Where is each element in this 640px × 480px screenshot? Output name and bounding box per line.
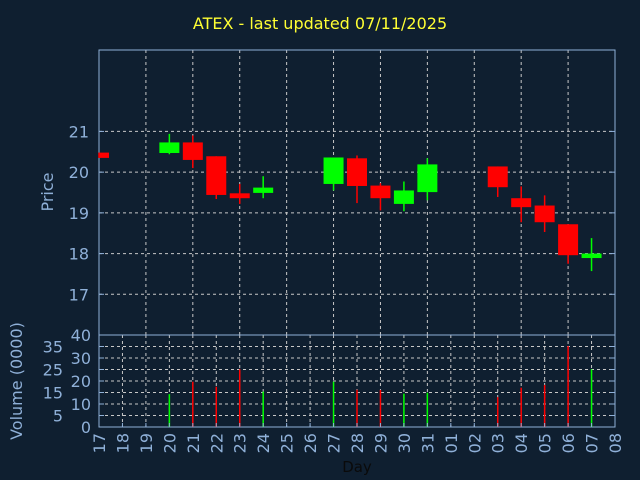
candle-body-07 xyxy=(581,253,602,259)
x-tick-label: 28 xyxy=(348,433,367,453)
x-tick-label: 02 xyxy=(465,433,484,453)
candle-body-28 xyxy=(347,158,367,186)
x-tick-label: 17 xyxy=(90,433,109,453)
volume-tick-label: 10 xyxy=(71,395,91,414)
candle-body-30 xyxy=(393,190,414,204)
x-tick-label: 04 xyxy=(512,433,531,453)
x-axis-label: Day xyxy=(342,458,372,476)
x-tick-label: 18 xyxy=(113,433,132,453)
x-tick-label: 24 xyxy=(254,433,273,453)
price-axis-label: Price xyxy=(38,172,57,211)
x-tick-label: 31 xyxy=(418,433,437,453)
candle-body-21 xyxy=(182,142,203,160)
x-tick-label: 01 xyxy=(442,433,461,453)
x-tick-label: 07 xyxy=(583,433,602,453)
volume-tick-label: 15 xyxy=(43,384,63,403)
candle-body-29 xyxy=(370,185,391,199)
x-tick-label: 05 xyxy=(536,433,555,453)
volume-tick-label: 5 xyxy=(53,407,63,426)
candle-body-24 xyxy=(253,187,274,193)
price-tick-label: 19 xyxy=(69,204,89,223)
x-tick-label: 29 xyxy=(371,433,390,453)
candle-body-31 xyxy=(417,164,438,193)
price-tick-label: 20 xyxy=(69,163,89,182)
x-tick-label: 26 xyxy=(301,433,320,453)
candle-body-05 xyxy=(534,205,555,223)
price-tick-label: 17 xyxy=(69,285,89,304)
x-tick-label: 19 xyxy=(137,433,156,453)
x-tick-label: 30 xyxy=(395,433,414,453)
price-tick-label: 18 xyxy=(69,245,89,264)
x-tick-label: 27 xyxy=(325,433,344,453)
x-tick-label: 08 xyxy=(606,433,625,453)
candle-body-06 xyxy=(558,224,579,256)
chart-title: ATEX - last updated 07/11/2025 xyxy=(192,14,448,33)
x-tick-label: 03 xyxy=(489,433,508,453)
candle-body-22 xyxy=(206,156,227,195)
x-tick-label: 23 xyxy=(231,433,250,453)
x-tick-label: 22 xyxy=(207,433,226,453)
candle-body-03 xyxy=(487,166,508,188)
volume-tick-label: 25 xyxy=(43,361,63,380)
volume-tick-label: 35 xyxy=(43,338,63,357)
x-tick-label: 21 xyxy=(184,433,203,453)
candle-body-17 xyxy=(99,152,109,158)
x-tick-label: 25 xyxy=(278,433,297,453)
candle-body-23 xyxy=(229,193,250,199)
volume-tick-label: 40 xyxy=(71,326,91,345)
x-tick-label: 06 xyxy=(559,433,578,453)
x-tick-label: 20 xyxy=(160,433,179,453)
volume-axis-label: Volume (0000) xyxy=(7,322,26,440)
candle-body-04 xyxy=(511,198,532,208)
volume-tick-label: 20 xyxy=(71,372,91,391)
volume-tick-label: 30 xyxy=(71,349,91,368)
volume-tick-label: 0 xyxy=(81,418,91,437)
candle-body-27 xyxy=(323,157,344,184)
candle-body-20 xyxy=(159,142,180,154)
price-tick-label: 21 xyxy=(69,122,89,141)
